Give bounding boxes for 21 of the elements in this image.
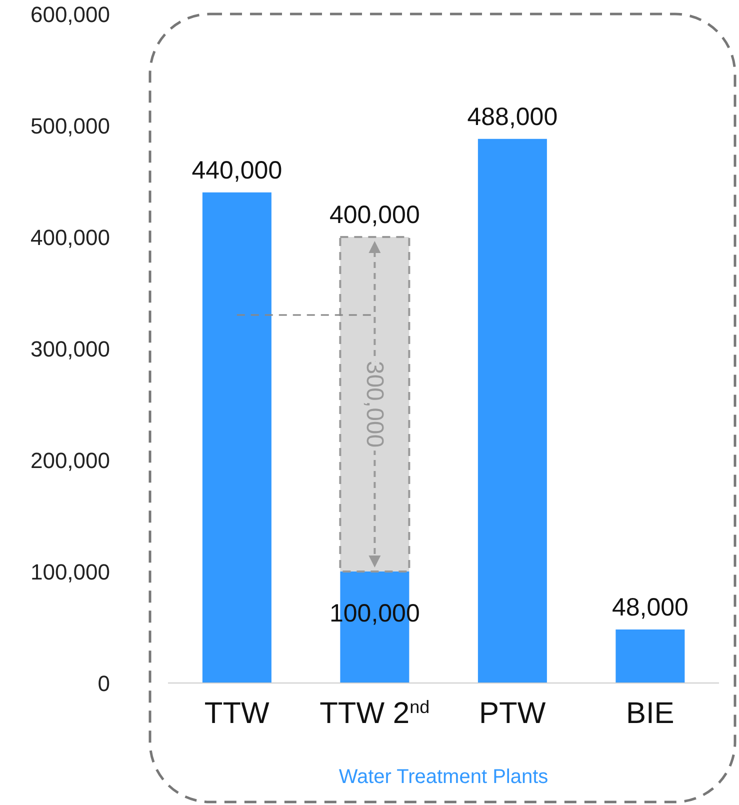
bar: [616, 629, 685, 683]
data-label: 488,000: [467, 102, 558, 131]
y-tick-label: 300,000: [30, 336, 110, 362]
data-label: 300,000: [361, 360, 388, 448]
bar: [339, 236, 410, 572]
x-axis-title: Water Treatment Plants: [338, 766, 548, 788]
total-label: 400,000: [330, 201, 420, 229]
x-tick-label: TTW 2$^{nd}$: [320, 697, 430, 730]
y-tick-label: 500,000: [30, 113, 110, 138]
y-tick-label: 600,000: [30, 2, 110, 27]
y-tick-label: 100,000: [30, 559, 110, 584]
bar: [478, 138, 547, 683]
y-tick-label: 0: [98, 670, 110, 696]
x-tick-label: PTW: [479, 697, 546, 730]
x-tick-label: TTW: [204, 697, 270, 730]
data-label: 48,000: [612, 593, 688, 622]
data-label: 440,000: [192, 156, 282, 184]
bar: [202, 192, 272, 683]
y-tick-label: 400,000: [30, 224, 110, 250]
y-tick-label: 200,000: [30, 448, 110, 473]
x-tick-label: BIE: [626, 697, 674, 730]
